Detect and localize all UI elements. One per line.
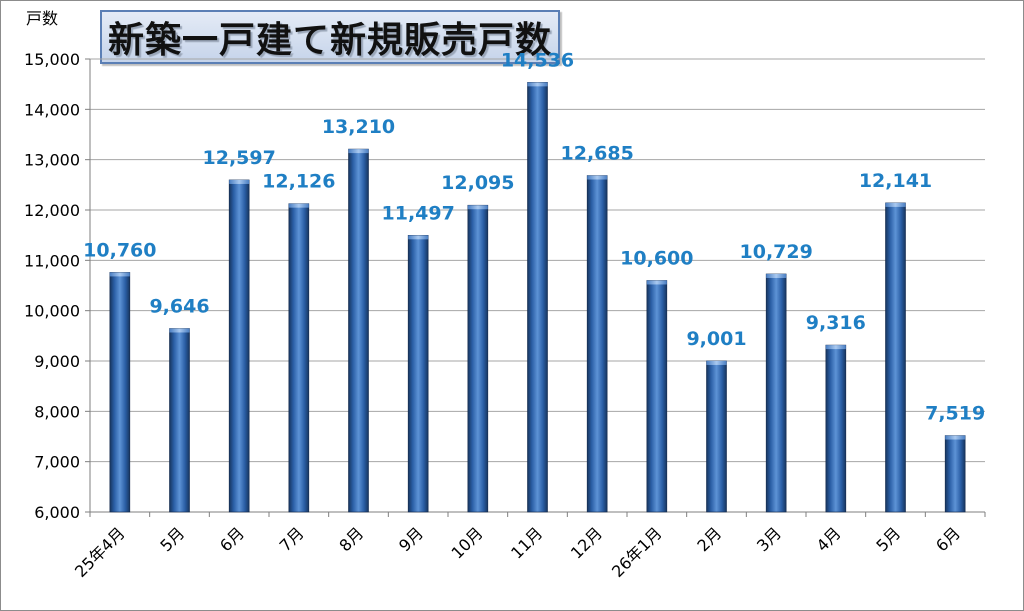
bar-cap [885,202,906,207]
x-tick-label: 5月 [872,523,904,555]
bar-cap [348,149,369,154]
bar-cap [408,235,429,240]
bar-cap [527,82,548,87]
value-label: 12,597 [203,147,276,169]
bar-cap [706,360,727,365]
value-label: 12,126 [262,171,335,193]
bar [407,235,429,513]
y-tick-label: 13,000 [24,151,80,170]
bar-cap [587,175,608,180]
value-label: 12,685 [561,143,634,165]
bar [885,202,906,513]
x-tick-label: 2月 [693,523,725,555]
bars [109,82,966,513]
value-label: 9,001 [686,328,746,350]
y-tick-label: 14,000 [24,100,80,119]
x-tick-label: 7月 [276,523,308,555]
bar [169,328,190,513]
bar [706,360,727,513]
bar-cap [467,205,488,210]
bar [109,272,131,513]
x-tick-label: 12月 [567,523,606,562]
bar-cap [646,280,667,285]
value-label: 14,536 [501,49,574,71]
bar-cap [169,328,190,333]
value-label: 10,760 [83,239,156,261]
y-tick-label: 6,000 [34,503,80,522]
x-tick-label: 8月 [335,523,367,555]
x-tick-label: 25年4月 [71,523,129,581]
bar-cap [825,345,846,350]
x-tick-label: 6月 [932,523,964,555]
bar-cap [229,179,250,184]
y-tick-label: 8,000 [34,402,80,421]
y-axis-label: 戸数 [26,9,59,28]
y-tick-label: 9,000 [34,352,80,371]
value-label: 12,095 [441,172,514,194]
bar [527,82,548,513]
x-tick-label: 3月 [753,523,785,555]
x-tick-label: 10月 [448,523,487,562]
bar [944,435,966,513]
bar [467,204,489,513]
value-label: 10,600 [620,247,693,269]
y-tick-label: 11,000 [24,251,80,270]
x-tick-label: 5月 [156,523,188,555]
bar [765,273,787,513]
y-tick-label: 12,000 [24,201,80,220]
value-label: 9,646 [149,295,209,317]
value-label: 7,519 [925,403,985,425]
value-label: 13,210 [322,116,395,138]
y-tick-label: 10,000 [24,302,80,321]
chart-title-box: 新築一戸建て新規販売戸数 [100,10,560,64]
value-label: 9,316 [806,312,866,334]
y-tick-labels: 6,000 7,000 8,000 9,000 10,000 11,000 12,000 13… [24,50,80,522]
x-tick-label: 9月 [395,523,427,555]
x-tick-label: 11月 [507,523,546,562]
x-tick-labels: 25年4月 5月 6月 7月 8月 9月 10月 11月 12月 26年1月 2月 3月 4月 5月 6月 [71,523,964,581]
bar [586,175,608,513]
x-tick-label: 6月 [216,523,248,555]
value-label: 12,141 [859,170,932,192]
bar-cap [945,435,966,440]
bar [228,179,250,513]
bar-cap [766,273,787,278]
bar [646,280,668,513]
bar-cap [288,203,309,208]
bar [348,148,369,513]
bar [288,203,310,513]
value-label: 10,729 [740,241,813,263]
value-label: 11,497 [382,202,455,224]
chart-title: 新築一戸建て新規販売戸数 [107,20,552,61]
y-tick-label: 15,000 [24,50,80,69]
bar-cap [109,272,130,277]
x-tick-label: 4月 [813,523,845,555]
y-tick-label: 7,000 [34,453,80,472]
x-tick-label: 26年1月 [608,523,666,581]
bar [825,344,847,513]
